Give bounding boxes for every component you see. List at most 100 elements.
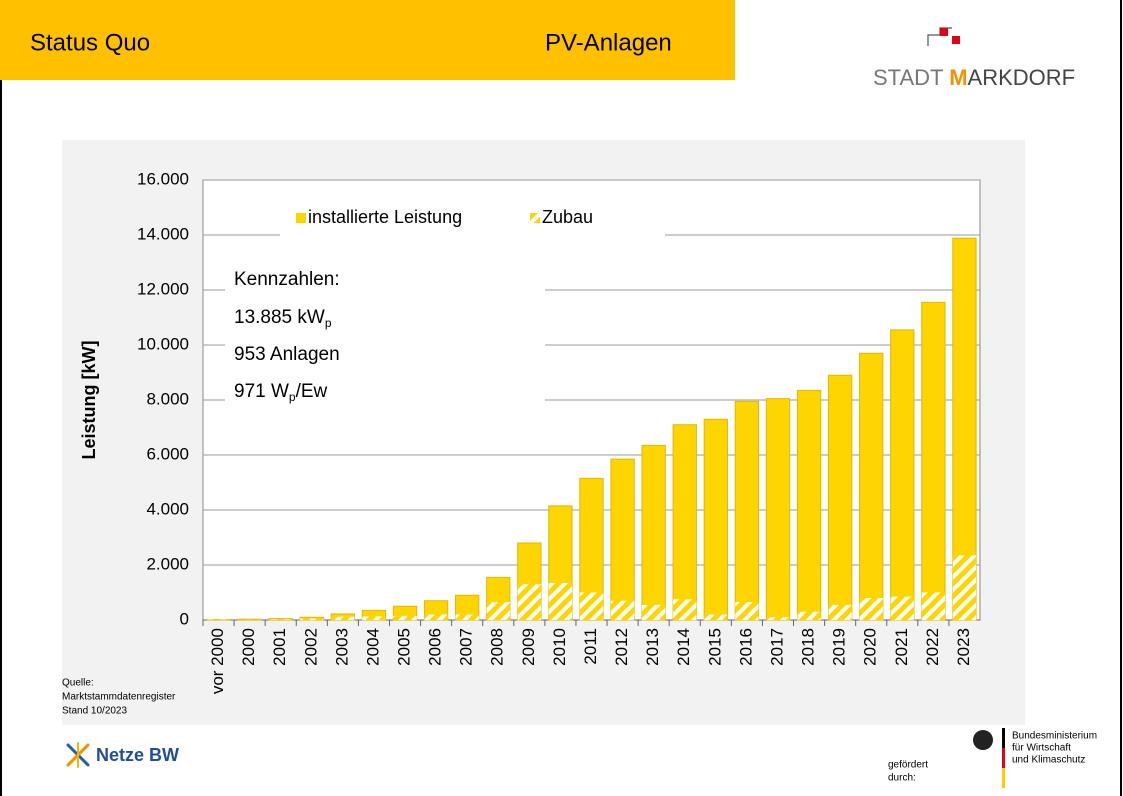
y-tick-label: 2.000: [146, 554, 189, 573]
bar-zubau: [828, 604, 852, 620]
annotation-text: 13.885 kW: [234, 307, 325, 328]
bar: [734, 400, 760, 621]
annotation-text: 971 W: [234, 381, 289, 402]
bar: [796, 389, 822, 621]
x-tick-label: 2004: [363, 628, 382, 666]
bar: [641, 444, 666, 621]
x-tick-label: 2005: [395, 628, 414, 666]
bar-zubau: [921, 592, 946, 620]
bar-zubau: [300, 618, 324, 620]
bar-zubau: [517, 584, 541, 620]
bar-zubau: [735, 602, 759, 620]
bar: [921, 301, 946, 621]
ministry: für Wirtschaft: [1012, 743, 1071, 754]
bar-zubau: [548, 582, 573, 620]
legend-swatch: [296, 213, 306, 223]
legend-label: installierte Leistung: [308, 207, 462, 227]
logo-icon: [927, 27, 960, 46]
eagle: [973, 730, 993, 750]
bar-zubau: [579, 592, 604, 620]
bar: [827, 374, 853, 621]
source: Quelle:: [62, 678, 94, 689]
x-tick-label: 2008: [488, 628, 507, 666]
annotation: Kennzahlen:: [234, 269, 340, 290]
y-axis-label: Leistung [kW]: [79, 341, 99, 460]
x-tick-label: 2020: [861, 628, 880, 666]
header-right: PV-Anlagen: [545, 29, 672, 56]
x-tick-label: 2001: [270, 628, 289, 666]
company: Netze BW: [96, 745, 179, 765]
annotation-text: Kennzahlen:: [234, 269, 340, 290]
ministry: und Klimaschutz: [1012, 755, 1085, 766]
ministry: Bundesministerium: [1012, 731, 1097, 742]
y-tick-label: 14.000: [137, 224, 189, 243]
x-tick-label: 2021: [892, 628, 911, 666]
legend-swatch: [530, 213, 540, 223]
x-tick-label: 2011: [581, 628, 600, 665]
x-tick-label: 2000: [239, 628, 258, 666]
x-tick-label: 2015: [705, 628, 724, 666]
flag: [1002, 768, 1005, 788]
legend-label: Zubau: [542, 207, 593, 227]
x-tick-label: 2019: [830, 628, 849, 666]
bar-zubau: [797, 611, 821, 620]
bar-zubau: [206, 619, 231, 620]
y-tick-label: 16.000: [137, 169, 189, 188]
bar: [859, 352, 884, 621]
bar-zubau: [455, 614, 479, 620]
logo: STADT MARKDORF: [873, 65, 1075, 90]
bar-zubau: [859, 598, 883, 620]
bar-zubau: [486, 602, 510, 620]
annotation: 13.885 kWp: [234, 307, 332, 330]
bar-zubau: [642, 604, 666, 620]
bar-zubau: [331, 616, 355, 620]
bar: [703, 418, 728, 621]
bar: [890, 329, 915, 621]
x-tick-label: 2013: [643, 628, 662, 666]
bar-zubau: [424, 614, 448, 620]
legend-box: [280, 198, 665, 238]
annotation-sub: p: [289, 390, 296, 404]
x-tick-label: 2022: [923, 628, 942, 666]
y-tick-label: 6.000: [146, 444, 189, 463]
annotation-box: [225, 262, 545, 412]
bar-zubau: [393, 615, 417, 620]
bar-zubau: [610, 600, 635, 620]
x-tick-label: 2016: [736, 628, 755, 666]
y-tick-label: 4.000: [146, 499, 189, 518]
y-tick-label: 12.000: [137, 279, 189, 298]
bar-zubau: [362, 616, 386, 620]
bar-zubau: [704, 614, 728, 620]
annotation-text: /Ew: [296, 381, 328, 402]
y-tick-label: 10.000: [137, 334, 189, 353]
header-left: Status Quo: [30, 29, 150, 56]
x-tick-label: 2006: [426, 628, 445, 666]
x-tick-label: 2003: [332, 628, 351, 666]
logo-text: M: [949, 65, 967, 90]
x-tick-label: 2009: [519, 628, 538, 666]
x-tick-label: 2017: [767, 628, 786, 666]
x-tick-label: 2023: [954, 628, 973, 666]
y-tick-label: 0: [180, 609, 189, 628]
bar: [672, 424, 697, 621]
logo-text: ARKDORF: [968, 65, 1076, 90]
x-tick-label: 2002: [301, 628, 320, 666]
header-bar: [0, 0, 735, 80]
bar-zubau: [890, 596, 914, 620]
y-tick-label: 8.000: [146, 389, 189, 408]
bar-zubau: [952, 555, 977, 620]
x-tick-label: 2014: [674, 628, 693, 666]
x-tick-label: 2018: [799, 628, 818, 666]
x-tick-label: vor 2000: [208, 628, 227, 694]
x-tick-label: 2010: [550, 628, 569, 666]
netze-icon: [66, 742, 90, 768]
bar-zubau: [766, 617, 790, 620]
annotation: 971 Wp/Ew: [234, 381, 328, 404]
bar: [610, 458, 635, 621]
source: Stand 10/2023: [62, 706, 127, 717]
source: Marktstammdatenregister: [62, 692, 176, 703]
funded: durch:: [888, 773, 916, 784]
x-tick-label: 2007: [457, 628, 476, 666]
annotation: 953 Anlagen: [234, 344, 340, 365]
